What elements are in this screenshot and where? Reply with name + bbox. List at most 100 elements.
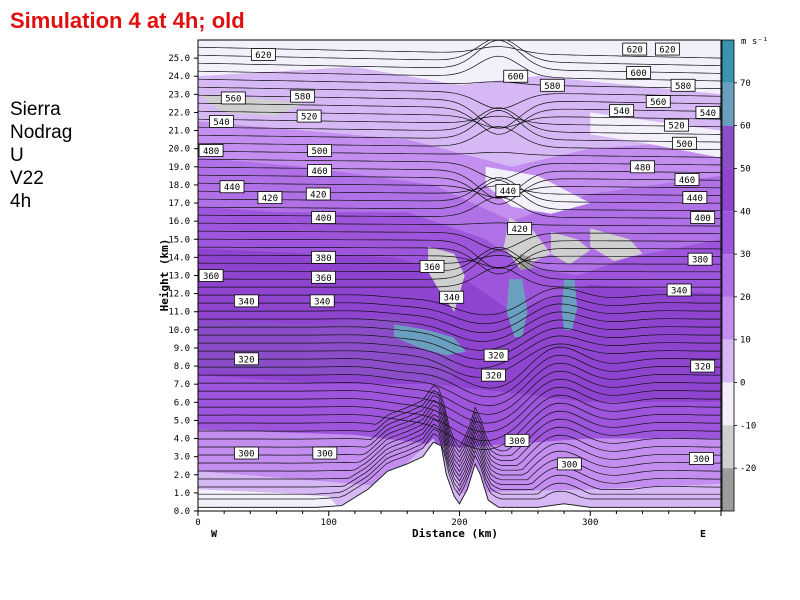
y-tick-label: 15.0 bbox=[168, 235, 190, 245]
contour-value-label: 360 bbox=[311, 270, 336, 284]
contour-value-label: 620 bbox=[250, 48, 276, 61]
svg-text:460: 460 bbox=[311, 167, 327, 177]
x-axis-west-label: W bbox=[211, 529, 218, 540]
svg-text:540: 540 bbox=[613, 107, 629, 117]
band-surface-pale bbox=[198, 489, 342, 511]
isentrope-line bbox=[198, 319, 721, 351]
svg-text:520: 520 bbox=[668, 122, 684, 132]
isentrope-line bbox=[198, 254, 721, 268]
svg-text:460: 460 bbox=[679, 176, 695, 186]
isentrope-line bbox=[198, 354, 721, 398]
colorbar-unit: m s⁻¹ bbox=[741, 37, 768, 47]
contour-value-label: 520 bbox=[296, 109, 322, 123]
colorbar-swatch bbox=[722, 211, 734, 255]
svg-text:580: 580 bbox=[544, 82, 560, 92]
svg-text:300: 300 bbox=[317, 450, 333, 460]
contour-value-label: 300 bbox=[233, 446, 259, 460]
isentrope-line bbox=[198, 287, 721, 316]
contour-value-label: 360 bbox=[198, 269, 224, 282]
y-tick-label: 16.0 bbox=[168, 217, 190, 227]
isentrope-line bbox=[198, 196, 721, 219]
svg-text:580: 580 bbox=[294, 93, 310, 103]
contour-value-label: 300 bbox=[556, 457, 582, 470]
svg-text:380: 380 bbox=[315, 254, 331, 264]
isentrope-line bbox=[198, 55, 721, 82]
contour-value-label: 560 bbox=[220, 91, 246, 104]
contour-value-label: 420 bbox=[305, 187, 331, 200]
isentrope-line bbox=[198, 295, 721, 325]
y-tick-label: 8.0 bbox=[174, 362, 190, 372]
svg-text:480: 480 bbox=[203, 147, 219, 157]
svg-text:320: 320 bbox=[488, 352, 504, 362]
isentrope-line bbox=[198, 110, 721, 143]
colorbar-swatch bbox=[722, 125, 734, 169]
colorbar-swatch bbox=[722, 382, 734, 426]
svg-text:340: 340 bbox=[444, 294, 460, 304]
isentrope-line bbox=[198, 399, 721, 466]
isentrope-line bbox=[198, 404, 721, 471]
colorbar-tick-label: -20 bbox=[740, 464, 756, 474]
svg-text:620: 620 bbox=[659, 46, 675, 56]
contour-value-label: 480 bbox=[630, 160, 655, 173]
contour-value-label: 460 bbox=[307, 164, 332, 177]
isentrope-line bbox=[198, 107, 721, 135]
isentrope-line bbox=[198, 390, 721, 457]
svg-text:560: 560 bbox=[650, 98, 666, 108]
y-tick-label: 23.0 bbox=[168, 90, 190, 100]
svg-text:400: 400 bbox=[695, 214, 711, 224]
svg-text:500: 500 bbox=[676, 140, 692, 150]
side-label-list: Sierra Nodrag U V22 4h bbox=[10, 98, 72, 213]
contour-value-label: 440 bbox=[219, 180, 245, 193]
isentrope-line bbox=[198, 78, 721, 89]
svg-text:360: 360 bbox=[424, 263, 440, 273]
isentrope-line bbox=[198, 428, 721, 495]
y-tick-label: 11.0 bbox=[168, 308, 190, 318]
plot-area bbox=[198, 40, 721, 511]
isentrope-line bbox=[198, 115, 721, 128]
contour-value-label: 380 bbox=[687, 252, 713, 266]
contour-value-label: 360 bbox=[419, 260, 445, 273]
contour-value-label: 340 bbox=[233, 294, 259, 307]
contour-value-label: 440 bbox=[495, 183, 521, 197]
contour-value-label: 580 bbox=[290, 89, 316, 103]
isentrope-line bbox=[198, 394, 721, 442]
y-tick-label: 13.0 bbox=[168, 272, 190, 282]
svg-text:420: 420 bbox=[262, 194, 278, 204]
colorbar-tick-label: 10 bbox=[740, 336, 751, 346]
isentrope-line bbox=[198, 180, 721, 212]
y-tick-label: 18.0 bbox=[168, 181, 190, 191]
contour-value-label: 420 bbox=[507, 221, 533, 235]
contour-value-label: 520 bbox=[664, 118, 689, 132]
isentrope-line bbox=[198, 370, 721, 415]
contour-value-label: 620 bbox=[622, 42, 648, 56]
x-tick-label: 100 bbox=[321, 518, 337, 528]
isentrope-line bbox=[198, 174, 721, 205]
isentrope-line bbox=[198, 110, 721, 129]
contour-value-label: 460 bbox=[674, 173, 700, 186]
isentrope-line bbox=[198, 327, 721, 360]
side-label-model: Sierra bbox=[10, 99, 61, 120]
isentrope-line bbox=[198, 250, 721, 280]
y-tick-label: 3.0 bbox=[174, 453, 190, 463]
isentrope-line bbox=[198, 126, 721, 151]
contour-value-label: 320 bbox=[481, 368, 506, 382]
isentrope-line bbox=[198, 346, 721, 389]
y-tick-label: 7.0 bbox=[174, 380, 190, 390]
y-tick-label: 17.0 bbox=[168, 199, 190, 209]
side-label-version: V22 bbox=[10, 168, 44, 189]
contour-value-label: 600 bbox=[626, 66, 652, 79]
y-tick-label: 22.0 bbox=[168, 108, 190, 118]
y-tick-label: 19.0 bbox=[168, 163, 190, 173]
contour-value-label: 480 bbox=[198, 144, 224, 157]
isentrope-line bbox=[198, 335, 721, 369]
y-tick-label: 10.0 bbox=[168, 326, 190, 336]
contour-value-label: 540 bbox=[609, 104, 635, 117]
contour-value-label: 580 bbox=[539, 78, 565, 92]
svg-text:620: 620 bbox=[255, 51, 271, 61]
isentrope-line bbox=[198, 385, 721, 452]
y-tick-label: 25.0 bbox=[168, 54, 190, 64]
isentrope-line bbox=[198, 222, 721, 227]
x-tick-label: 0 bbox=[195, 518, 200, 528]
contour-value-label: 300 bbox=[504, 433, 530, 447]
isentrope-line bbox=[198, 423, 721, 490]
